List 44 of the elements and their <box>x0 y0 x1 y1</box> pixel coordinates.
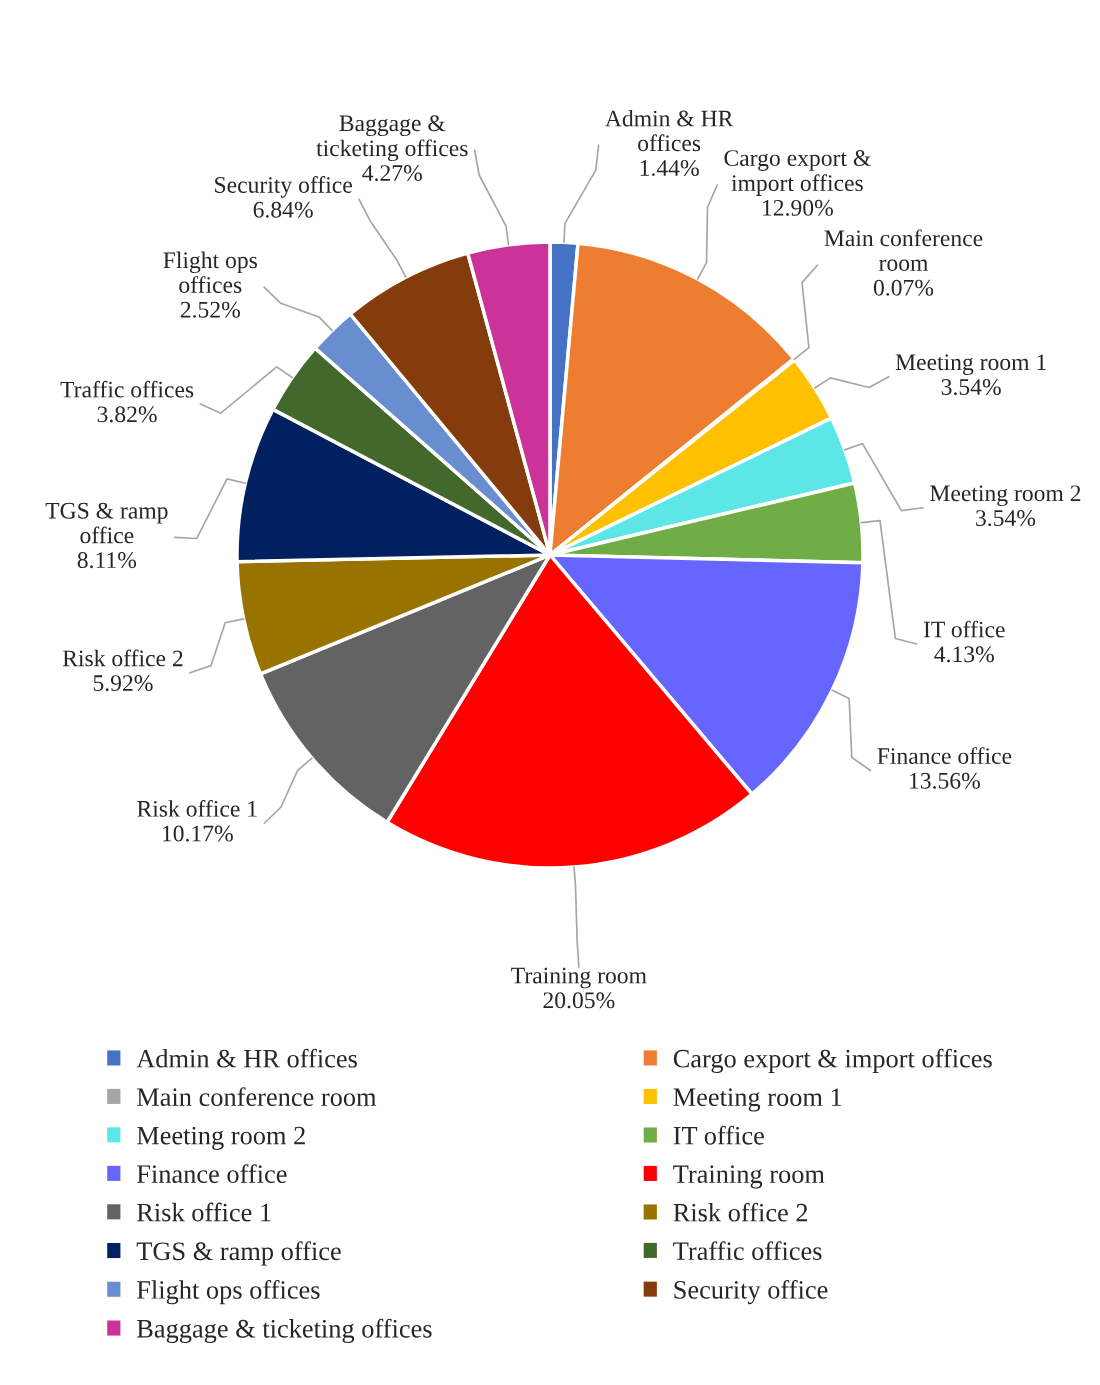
slice-label: Cargo export & import offices <box>724 150 871 196</box>
slice-label: Baggage & ticketing offices <box>316 115 468 162</box>
legend-label: Training room <box>673 1165 825 1189</box>
data-label: 3.82% <box>97 406 157 423</box>
legend-label: IT office <box>673 1125 764 1145</box>
data-label: 8.11% <box>77 552 137 569</box>
data-label: 10.17% <box>162 825 233 842</box>
data-label: 12.90% <box>763 199 833 216</box>
slice-label: Main conference room <box>824 229 983 271</box>
data-label: 13.56% <box>910 772 980 789</box>
legend-label: Meeting room 2 <box>137 1126 305 1150</box>
slice-label: Training room <box>511 967 647 989</box>
data-label: 4.13% <box>934 646 994 663</box>
slice-label: Meeting room 2 <box>930 485 1081 507</box>
legend-label: Risk office 1 <box>137 1202 271 1222</box>
slice-label: Risk office 1 <box>137 799 257 817</box>
slice-label: Flight ops offices <box>163 251 257 293</box>
data-label: 1.44% <box>640 159 699 177</box>
legend-label: TGS & ramp office <box>136 1241 341 1266</box>
slice-label: Meeting room 1 <box>895 354 1046 376</box>
data-label: 2.52% <box>180 301 240 318</box>
slice-label: Risk office 2 <box>62 649 183 667</box>
legend-label: Traffic offices <box>673 1241 822 1261</box>
data-label: 5.92% <box>93 675 153 692</box>
data-label: 4.27% <box>362 165 422 182</box>
legend-label: Main conference room <box>137 1087 377 1107</box>
slice-label: Finance office <box>877 747 1012 765</box>
legend-label: Baggage & ticketing offices <box>137 1318 432 1344</box>
legend-label: Meeting room 1 <box>673 1088 842 1112</box>
data-label: 3.54% <box>941 379 1001 396</box>
legend-label: Flight ops offices <box>137 1280 320 1305</box>
slice-label: Security office <box>215 176 352 198</box>
legend-label: Security office <box>674 1279 828 1305</box>
legend-label: Cargo export & import offices <box>673 1048 992 1074</box>
data-label: 6.84% <box>253 201 313 218</box>
data-label: 20.05% <box>543 992 615 1009</box>
slice-label: IT office <box>923 620 1005 638</box>
legend-label: Finance office <box>137 1164 287 1183</box>
legend-label: Risk office 2 <box>673 1202 808 1222</box>
legend-label: Admin & HR offices <box>136 1048 357 1068</box>
slice-label: TGS & ramp office <box>45 502 168 544</box>
data-label: 3.54% <box>976 510 1036 527</box>
data-label: 0.07% <box>873 279 934 296</box>
slice-label: Traffic offices <box>60 380 194 398</box>
